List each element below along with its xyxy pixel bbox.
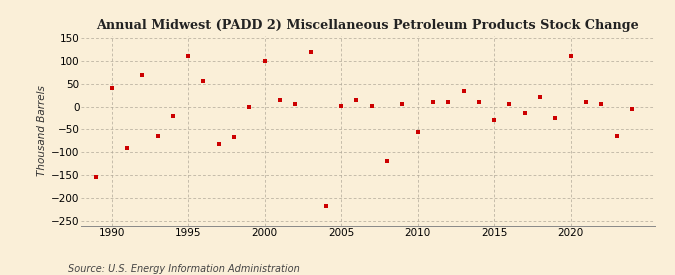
Point (122, 145, 132, 150)
Point (626, 107, 637, 111)
Point (519, 111, 530, 116)
Point (321, 204, 331, 208)
Y-axis label: Thousand Barrels: Thousand Barrels (37, 85, 47, 176)
Text: Source: U.S. Energy Information Administration: Source: U.S. Energy Information Administ… (68, 264, 299, 274)
Point (335, 103, 346, 108)
Point (367, 103, 377, 108)
Point (535, 95, 545, 100)
Point (565, 54, 576, 59)
Point (458, 89, 469, 93)
Point (412, 130, 423, 134)
Title: Annual Midwest (PADD 2) Miscellaneous Petroleum Products Stock Change: Annual Midwest (PADD 2) Miscellaneous Pe… (97, 19, 639, 32)
Point (381, 159, 392, 164)
Point (596, 102, 607, 106)
Point (152, 134, 163, 139)
Point (504, 102, 515, 106)
Point (611, 134, 622, 139)
Point (213, 142, 224, 146)
Point (489, 118, 500, 123)
Point (351, 98, 362, 102)
Point (137, 72, 148, 77)
Point (244, 104, 254, 109)
Point (275, 98, 286, 102)
Point (550, 116, 561, 120)
Point (305, 50, 316, 54)
Point (91, 175, 102, 180)
Point (397, 102, 408, 106)
Point (167, 114, 178, 118)
Point (290, 102, 300, 106)
Point (580, 100, 591, 104)
Point (427, 100, 438, 104)
Point (106, 86, 117, 90)
Point (259, 59, 270, 63)
Point (473, 100, 484, 104)
Point (183, 54, 194, 59)
Point (198, 78, 209, 83)
Point (443, 100, 454, 104)
Point (229, 135, 240, 139)
